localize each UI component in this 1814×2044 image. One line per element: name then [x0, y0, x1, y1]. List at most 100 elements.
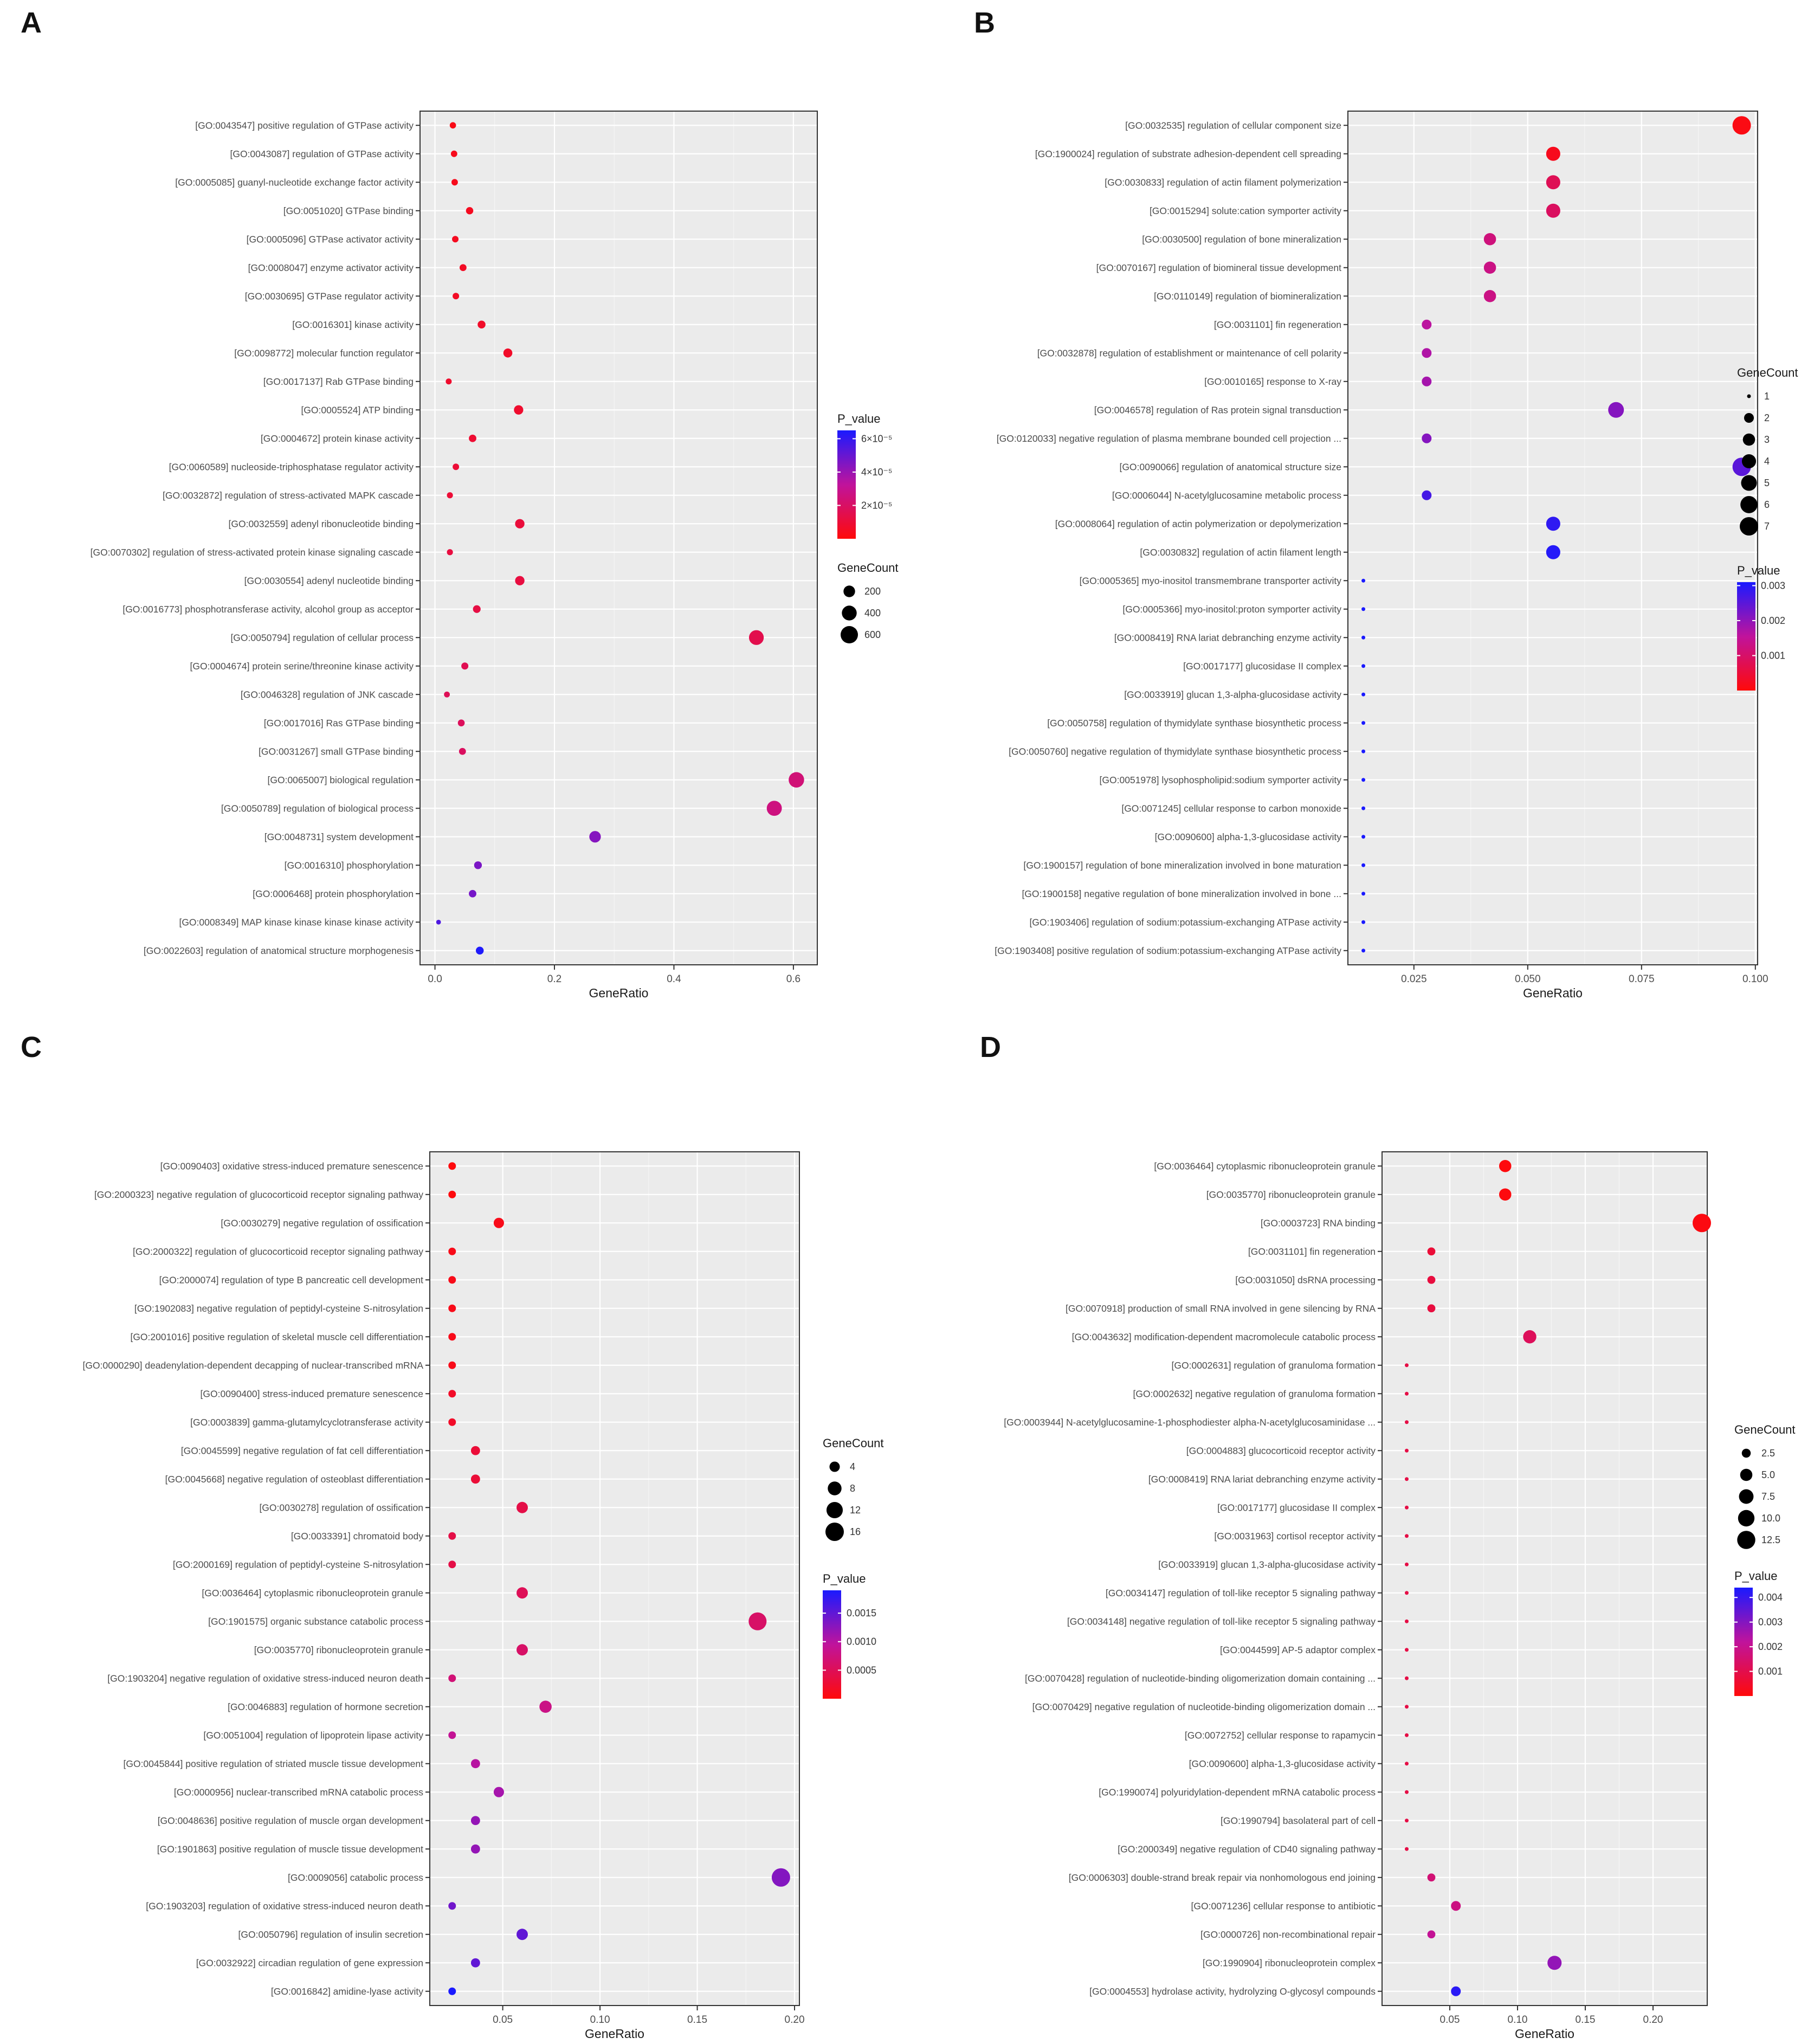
data-point	[1361, 920, 1366, 924]
size-legend-label: 12	[850, 1505, 861, 1516]
x-tick-label: 0.10	[590, 2014, 610, 2026]
go-term-label: [GO:0000956] nuclear-transcribed mRNA ca…	[174, 1787, 423, 1797]
size-legend-label: 4	[1764, 456, 1770, 467]
data-point	[493, 1787, 504, 1797]
go-term-label: [GO:0048731] system development	[264, 831, 414, 842]
go-term-label: [GO:0016773] phosphotransferase activity…	[122, 604, 414, 615]
x-tick-label: 0.4	[667, 973, 681, 985]
data-point	[1361, 749, 1366, 753]
go-term-label: [GO:0034148] negative regulation of toll…	[1067, 1616, 1376, 1627]
go-term-label: [GO:0004672] protein kinase activity	[261, 433, 414, 444]
go-term-label: [GO:0031101] fin regeneration	[1214, 319, 1341, 330]
data-point	[1405, 1562, 1409, 1566]
data-point	[470, 1844, 480, 1854]
data-point	[448, 1276, 456, 1284]
data-point	[448, 1561, 456, 1569]
data-point	[748, 1612, 767, 1630]
go-term-label: [GO:0031101] fin regeneration	[1248, 1246, 1376, 1257]
data-point	[1405, 1705, 1409, 1709]
go-term-label: [GO:0110149] regulation of biomineraliza…	[1154, 291, 1341, 301]
size-legend-label: 16	[850, 1526, 861, 1537]
go-term-label: [GO:0065007] biological regulation	[268, 775, 414, 785]
go-term-label: [GO:1900024] regulation of substrate adh…	[1035, 149, 1341, 159]
color-legend-label: 0.004	[1758, 1592, 1783, 1603]
size-legend-key	[1738, 1510, 1755, 1527]
x-tick-label: 0.050	[1515, 973, 1541, 985]
size-legend-label: 10.0	[1761, 1513, 1780, 1524]
data-point	[466, 207, 474, 215]
data-point	[1451, 1986, 1461, 1996]
go-term-label: [GO:0072752] cellular response to rapamy…	[1185, 1730, 1376, 1740]
data-point	[448, 1674, 456, 1682]
data-point	[1483, 233, 1496, 246]
color-legend-label: 4×10⁻⁵	[861, 467, 893, 478]
data-point	[470, 1474, 480, 1484]
data-point	[1427, 1275, 1436, 1284]
color-legend-label: 0.0015	[847, 1608, 876, 1619]
color-legend-label: 6×10⁻⁵	[861, 433, 893, 444]
plot-area-c	[429, 1151, 800, 2006]
go-term-label: [GO:0002632] negative regulation of gran…	[1133, 1388, 1376, 1399]
color-legend-label: 0.002	[1758, 1641, 1783, 1652]
data-point	[1427, 1247, 1436, 1256]
go-term-label: [GO:1900157] regulation of bone minerali…	[1023, 860, 1341, 871]
size-legend-title: GeneCount	[837, 561, 899, 575]
data-point	[1427, 1930, 1436, 1939]
color-legend-label: 0.002	[1761, 615, 1785, 626]
go-term-label: [GO:0090600] alpha-1,3-glucosidase activ…	[1189, 1758, 1376, 1769]
x-tick-label: 0.2	[547, 973, 561, 985]
data-point	[1499, 1188, 1512, 1201]
data-point	[1405, 1819, 1409, 1823]
data-point	[1546, 545, 1560, 559]
go-term-label: [GO:1903406] regulation of sodium:potass…	[1029, 917, 1341, 927]
data-point	[447, 549, 453, 556]
data-point	[1499, 1159, 1512, 1172]
go-term-label: [GO:0015294] solute:cation symporter act…	[1150, 205, 1341, 216]
data-point	[1405, 1477, 1409, 1481]
size-legend-label: 600	[864, 629, 881, 640]
data-point	[1483, 261, 1496, 274]
go-term-label: [GO:0008047] enzyme activator activity	[248, 262, 414, 273]
size-legend-key	[1741, 1448, 1751, 1458]
go-term-label: [GO:1903203] regulation of oxidative str…	[146, 1900, 423, 1911]
data-point	[517, 1501, 528, 1513]
data-point	[1405, 1591, 1409, 1595]
color-legend-label: 2×10⁻⁵	[861, 500, 893, 511]
go-term-label: [GO:0033919] glucan 1,3-alpha-glucosidas…	[1158, 1559, 1376, 1570]
color-legend-label: 0.003	[1758, 1617, 1783, 1628]
go-term-label: [GO:0035770] ribonucleoprotein granule	[254, 1645, 423, 1655]
data-point	[448, 1333, 456, 1341]
data-point	[1405, 1420, 1409, 1424]
go-term-label: [GO:0006044] N-acetylglucosamine metabol…	[1112, 490, 1341, 501]
data-point	[469, 889, 476, 898]
size-legend-label: 1	[1764, 391, 1770, 402]
go-term-label: [GO:0008419] RNA lariat debranching enzy…	[1148, 1474, 1376, 1485]
data-point	[771, 1868, 790, 1887]
data-point	[1361, 635, 1366, 640]
go-term-label: [GO:0000290] deadenylation-dependent dec…	[83, 1360, 424, 1371]
data-point	[517, 1929, 528, 1940]
go-term-label: [GO:0070429] negative regulation of nucl…	[1032, 1701, 1376, 1712]
go-term-label: [GO:0071236] cellular response to antibi…	[1191, 1900, 1376, 1911]
panel-letter-a: A	[21, 7, 42, 39]
data-point	[448, 1902, 456, 1910]
x-axis-title: GeneRatio	[589, 986, 649, 1000]
data-point	[1451, 1901, 1461, 1911]
go-term-label: [GO:0005366] myo-inositol:proton symport…	[1122, 604, 1341, 615]
size-legend-key	[1747, 394, 1751, 398]
data-point	[1361, 806, 1366, 810]
size-legend-label: 12.5	[1761, 1534, 1780, 1545]
go-term-label: [GO:0050760] negative regulation of thym…	[1009, 746, 1341, 757]
x-tick-label: 0.05	[493, 2014, 513, 2026]
color-legend-title: P_value	[823, 1572, 866, 1585]
data-point	[1405, 1363, 1409, 1368]
size-legend-label: 3	[1764, 434, 1770, 445]
go-term-label: [GO:0050796] regulation of insulin secre…	[238, 1929, 423, 1940]
go-term-label: [GO:0090066] regulation of anatomical st…	[1119, 461, 1341, 472]
data-point	[1361, 692, 1366, 697]
x-axis-title: GeneRatio	[585, 2027, 644, 2041]
go-term-label: [GO:0043087] regulation of GTPase activi…	[230, 149, 414, 159]
data-point	[503, 348, 513, 358]
data-point	[1608, 402, 1624, 418]
data-point	[448, 1162, 456, 1170]
